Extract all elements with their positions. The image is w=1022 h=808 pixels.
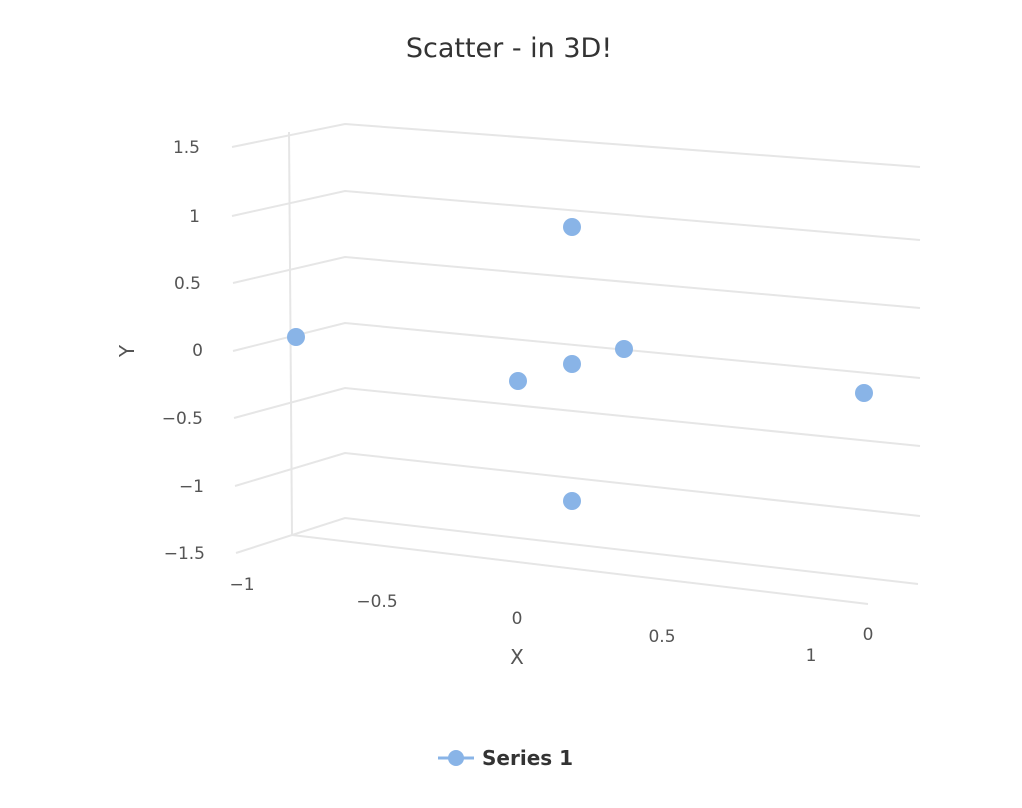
data-point[interactable]	[563, 218, 581, 236]
gridline-y-1.5	[231, 122, 921, 168]
floor-front-edge	[291, 534, 869, 605]
gridline-y-0	[232, 321, 921, 379]
y-tick-label: −1	[179, 477, 204, 497]
gridline-y-0.5	[232, 255, 921, 309]
y-tick-label: 1	[189, 207, 200, 227]
data-point[interactable]	[287, 328, 305, 346]
y-tick-label: 0	[192, 341, 203, 361]
gridline-y--0.5	[233, 386, 921, 447]
y-axis-labels: 1.5 1 0.5 0 −0.5 −1 −1.5	[162, 138, 205, 564]
legend-marker-icon	[448, 750, 464, 766]
series-1-points	[287, 218, 873, 510]
y-tick-label: 1.5	[173, 138, 200, 158]
z-tick-label: 0	[863, 625, 874, 645]
gridline-y-1	[231, 189, 921, 241]
gridline-y--1.5	[235, 516, 919, 585]
x-tick-label: −0.5	[356, 592, 397, 612]
gridlines	[231, 122, 921, 605]
data-point[interactable]	[563, 355, 581, 373]
y-axis-title: Y	[115, 344, 139, 358]
x-axis-title: X	[510, 645, 524, 669]
legend-item-series-1[interactable]: Series 1	[438, 746, 573, 770]
data-point[interactable]	[509, 372, 527, 390]
x-axis-labels: −1 −0.5 0 0.5 1	[229, 575, 816, 666]
x-tick-label: −1	[229, 575, 254, 595]
y-tick-label: −1.5	[164, 544, 205, 564]
data-point[interactable]	[563, 492, 581, 510]
data-point[interactable]	[855, 384, 873, 402]
legend-label: Series 1	[482, 746, 573, 770]
data-point[interactable]	[615, 340, 633, 358]
chart-title: Scatter - in 3D!	[406, 33, 612, 64]
y-tick-label: 0.5	[174, 274, 201, 294]
x-tick-label: 0.5	[648, 627, 675, 647]
gridline-y--1	[234, 451, 921, 517]
x-tick-label: 1	[806, 646, 817, 666]
y-tick-label: −0.5	[162, 409, 203, 429]
x-tick-label: 0	[512, 609, 523, 629]
